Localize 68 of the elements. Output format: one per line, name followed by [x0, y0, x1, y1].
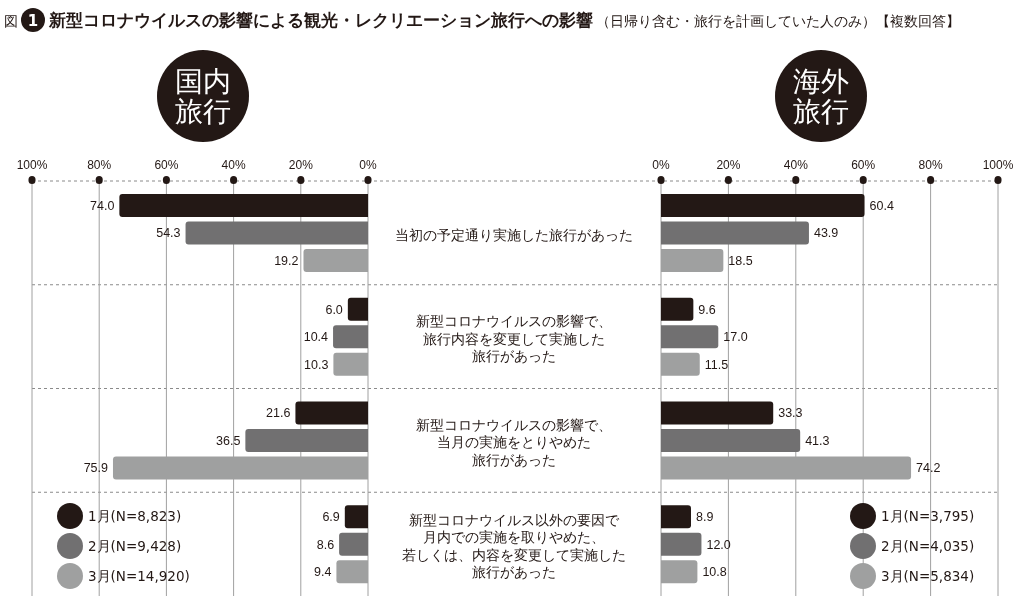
data-label: 10.8: [702, 565, 727, 580]
bar: [661, 428, 801, 452]
data-label: 21.6: [266, 406, 291, 421]
y-tick-label: 新型コロナウイルス以外の要因で月内での実施を取りやめた、若しくは、内容を変更して実施した旅行があった: [402, 511, 626, 581]
bar: [661, 221, 809, 245]
x-tick-label: 80%: [87, 158, 112, 172]
text: （日帰り含む・旅行を計画していた人のみ）【複数回答】: [596, 13, 960, 29]
bar: [245, 428, 368, 452]
data-label: 60.4: [869, 198, 894, 213]
bar: [347, 297, 368, 321]
data-label: 11.5: [704, 357, 729, 372]
x-tick-label: 100%: [16, 158, 48, 172]
data-label: 19.2: [274, 253, 299, 268]
x-tick-label: 100%: [982, 158, 1014, 172]
bar: [661, 532, 702, 556]
bar: [295, 401, 368, 425]
text: 1: [27, 11, 39, 30]
x-tick-label: 60%: [154, 158, 179, 172]
bar: [119, 193, 368, 217]
y-tick-label: 新型コロナウイルスの影響で、当月の実施をとりやめた旅行があった: [416, 416, 612, 468]
data-label: 8.6: [316, 537, 335, 552]
x-tick-label: 40%: [221, 158, 246, 172]
bar: [661, 401, 774, 425]
data-label: 41.3: [805, 433, 830, 448]
bar: [661, 325, 719, 349]
data-label: 6.0: [325, 302, 343, 317]
data-label: 9.4: [314, 565, 332, 580]
chart-title: 海外旅行: [793, 65, 849, 128]
data-label: 18.5: [728, 253, 753, 268]
y-tick-label: 当初の予定通り実施した旅行があった: [395, 226, 633, 243]
data-label: 17.0: [723, 330, 748, 345]
legend-label: 3月(N=5,834): [881, 568, 975, 584]
data-label: 12.0: [706, 537, 731, 552]
data-label: 36.5: [216, 433, 241, 448]
data-label: 6.9: [322, 510, 340, 525]
bar: [661, 193, 865, 217]
data-label: 43.9: [813, 226, 839, 241]
data-label: 74.2: [916, 461, 941, 476]
y-tick-label: 新型コロナウイルスの影響で、旅行内容を変更して実施した旅行があった: [416, 313, 612, 365]
chart-title: 国内旅行: [175, 65, 231, 128]
legend-label: 2月(N=4,035): [881, 538, 975, 554]
data-label: 54.3: [156, 226, 181, 241]
bar: [661, 505, 691, 529]
x-tick-label: 20%: [716, 158, 741, 172]
legend-label: 2月(N=9,428): [88, 538, 182, 554]
legend-label: 3月(N=14,920): [88, 568, 190, 584]
bar: [333, 325, 368, 349]
bar: [339, 532, 368, 556]
legend-label: 1月(N=3,795): [881, 508, 975, 524]
x-tick-label: 40%: [783, 158, 809, 172]
bar: [661, 297, 694, 321]
data-label: 33.3: [778, 406, 803, 421]
text: 図: [4, 13, 18, 29]
x-tick-label: 0%: [652, 158, 670, 172]
data-label: 75.9: [83, 461, 109, 476]
data-label: 10.4: [303, 330, 329, 345]
x-tick-label: 60%: [851, 158, 876, 172]
x-tick-label: 0%: [359, 158, 377, 172]
bar: [344, 505, 368, 529]
data-label: 9.6: [698, 302, 716, 317]
x-tick-label: 20%: [288, 158, 314, 172]
x-tick-label: 80%: [918, 158, 943, 172]
legend-label: 1月(N=8,823): [88, 508, 182, 524]
bar: [185, 221, 368, 245]
text: 新型コロナウイルスの影響による観光・レクリエーション旅行への影響: [48, 11, 593, 30]
data-label: 74.0: [90, 198, 115, 213]
data-label: 10.3: [304, 357, 329, 372]
data-label: 8.9: [695, 510, 714, 525]
